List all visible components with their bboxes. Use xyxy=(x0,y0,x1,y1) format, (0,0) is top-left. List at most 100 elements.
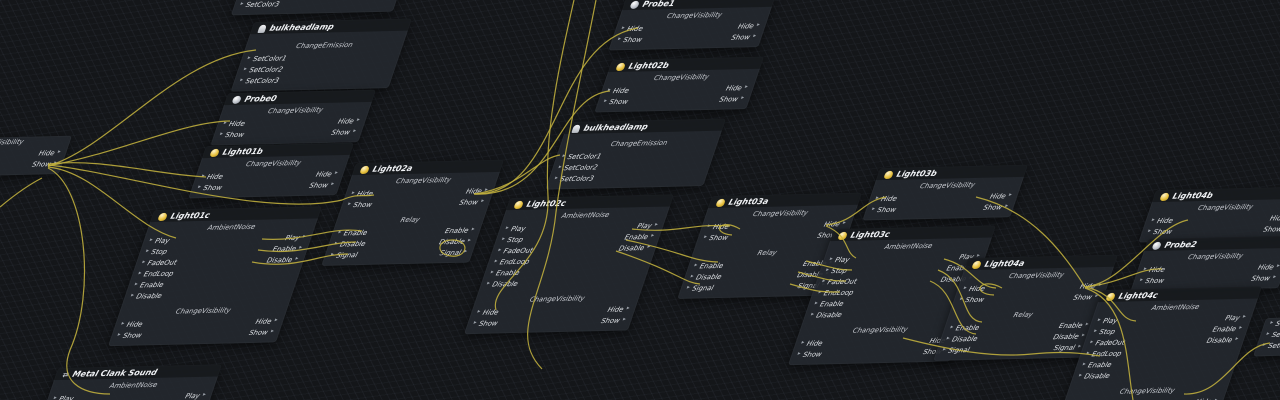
input-port-enable[interactable]: ▸ Enable xyxy=(337,228,369,237)
output-port-show[interactable]: Show▸ xyxy=(718,95,745,103)
output-port-enable[interactable]: Enable▸ xyxy=(624,232,656,241)
node-light02b[interactable]: Light02b ChangeVisibility ▸ Hide Hide ▸ ▸ Show S… xyxy=(594,56,765,113)
input-port-hide[interactable]: ▸ Hide xyxy=(200,172,224,181)
node-titlebar[interactable]: Light03c xyxy=(829,225,997,242)
output-port-show[interactable]: Show▸ xyxy=(31,160,58,168)
input-port-setcolor2[interactable]: ▸ SetColor2 xyxy=(557,163,599,172)
input-port-stop[interactable]: ▸ Stop xyxy=(501,235,524,244)
input-port-disable[interactable]: ▸ Disable xyxy=(130,291,163,300)
output-port-show[interactable]: Show▸ xyxy=(458,198,485,206)
output-port-show[interactable]: Show▸ xyxy=(730,33,757,41)
input-port-endloop[interactable]: ▸ EndLoop xyxy=(493,257,531,266)
node-titlebar[interactable]: Light01c xyxy=(149,206,323,223)
input-port-fadeout[interactable]: ▸ FadeOut xyxy=(821,277,858,286)
input-port-setcolor2[interactable]: ▸ SetColor2 xyxy=(242,65,284,74)
output-port-hide[interactable]: Hide▸ xyxy=(337,117,361,125)
input-port-signal[interactable]: ▸ Signal xyxy=(941,346,971,355)
output-port-show[interactable]: Show▸ xyxy=(1250,274,1277,282)
node-titlebar[interactable]: Light02b xyxy=(607,56,765,73)
input-port-hide[interactable]: ▸ Hide xyxy=(620,24,644,33)
node-light01c[interactable]: Light01c AmbientNoise ▸ Play Play ▸ ▸ Stop Enabl… xyxy=(107,206,323,347)
output-port-hide[interactable]: Hide▸ xyxy=(823,220,847,228)
input-port-enable[interactable]: ▸ Enable xyxy=(813,299,845,308)
node-probe1[interactable]: Probe1 ChangeVisibility ▸ Hide Hide ▸ ▸ Show Sho… xyxy=(608,0,777,51)
node-bulkheadlamp[interactable]: bulkheadlamp ChangeEmission ▸ SetColor1 ▸ Set… xyxy=(230,18,413,92)
input-port-setcolor1[interactable]: ▸ SetColor1 xyxy=(246,54,288,63)
input-port-hide[interactable]: ▸ Hide xyxy=(222,119,246,128)
input-port-hide[interactable]: ▸ Hide xyxy=(476,308,500,317)
output-port-hide[interactable]: Hide▸ xyxy=(465,187,489,195)
input-port-hide[interactable]: ▸ Hide xyxy=(874,194,898,203)
input-port-stop[interactable]: ▸ Stop xyxy=(1093,327,1116,336)
output-port-hide[interactable]: Hide▸ xyxy=(315,170,339,178)
node-titlebar[interactable]: Probe2 xyxy=(1143,235,1280,252)
node-titlebar[interactable]: Light04b xyxy=(1151,186,1280,203)
input-port-disable[interactable]: ▸ Disable xyxy=(1078,371,1111,380)
input-port-show[interactable]: ▸ Show xyxy=(116,331,143,340)
input-port-show[interactable]: ▸ Show xyxy=(347,200,373,209)
input-port-show[interactable]: ▸ Show xyxy=(871,205,897,214)
input-port-enable[interactable]: ▸ Enable xyxy=(489,268,521,277)
wire[interactable] xyxy=(0,177,43,208)
output-port-hide[interactable]: Hide▸ xyxy=(607,305,631,313)
input-port-play[interactable]: ▸ Play xyxy=(52,394,75,400)
output-port-enable[interactable]: Enable▸ xyxy=(1058,321,1090,330)
input-port-play[interactable]: ▸ Play xyxy=(1096,316,1119,325)
input-port-play[interactable]: ▸ Play xyxy=(828,255,851,264)
input-port-endloop[interactable]: ▸ EndLoop xyxy=(817,288,855,297)
input-port-signal[interactable]: ▸ Signal xyxy=(685,284,715,293)
input-port-setcolor1[interactable]: ▸ SetColor1 xyxy=(1269,319,1280,328)
node-titlebar[interactable]: Light02a xyxy=(351,159,505,176)
output-port-play[interactable]: Play ▸ xyxy=(284,233,307,241)
output-port-show[interactable]: Show▸ xyxy=(308,181,335,189)
node-probe2[interactable]: Probe2 ChangeVisibility ▸ Hide Hide ▸ ▸ Show Sho… xyxy=(1130,235,1280,292)
input-port-show[interactable]: ▸ Show xyxy=(1147,227,1173,236)
input-port-hide[interactable]: ▸ Hide xyxy=(706,222,730,231)
input-port-show[interactable]: ▸ Show xyxy=(617,35,643,44)
input-port-disable[interactable]: ▸ Disable xyxy=(810,310,843,319)
output-port-show[interactable]: Show▸ xyxy=(600,316,627,324)
output-port-signal[interactable]: Signal▸ xyxy=(439,248,468,257)
input-port-stop[interactable]: ▸ Stop xyxy=(145,247,168,256)
output-port-show[interactable]: Show▸ xyxy=(982,203,1009,211)
input-port-disable[interactable]: ▸ Disable xyxy=(333,239,367,248)
input-port-hide[interactable]: ▸ Hide xyxy=(606,86,630,95)
output-port-hide[interactable]: Hide▸ xyxy=(1079,282,1103,290)
output-port-show[interactable]: Show▸ xyxy=(330,128,357,136)
output-port-enable[interactable]: Enable▸ xyxy=(272,244,304,253)
output-port-enable[interactable]: Enable▸ xyxy=(1212,324,1244,334)
node-titlebar[interactable]: Light02c xyxy=(505,194,675,211)
output-port-hide[interactable]: Hide▸ xyxy=(737,22,761,30)
node-titlebar[interactable]: bulkheadlamp xyxy=(563,118,727,135)
output-port-disable[interactable]: Disable▸ xyxy=(266,255,300,264)
output-port-play[interactable]: Play ▸ xyxy=(184,391,207,399)
input-port-setcolor1[interactable]: ▸ SetColor1 xyxy=(561,152,603,161)
output-port-play[interactable]: Play ▸ xyxy=(1224,313,1247,321)
input-port-setcolor3[interactable]: ▸ SetColor3 xyxy=(239,0,281,9)
node-titlebar[interactable]: ⇄ Metal Clank Sound xyxy=(53,364,223,381)
input-port-hide[interactable]: ▸ Hide xyxy=(350,189,374,198)
input-port-endloop[interactable]: ▸ EndLoop xyxy=(137,269,175,278)
input-port-show[interactable]: ▸ Show xyxy=(796,350,823,359)
output-port-disable[interactable]: Disable▸ xyxy=(1052,332,1086,341)
input-port-setcolor3[interactable]: ▸ SetColor3 xyxy=(239,76,280,85)
input-port-show[interactable]: ▸ Show xyxy=(959,295,985,304)
output-port-hide[interactable]: Hide▸ xyxy=(1257,263,1280,271)
output-port-disable[interactable]: Disable▸ xyxy=(1206,335,1240,345)
input-port-enable[interactable]: ▸ Enable xyxy=(693,261,725,270)
output-port-show[interactable]: Show▸ xyxy=(1262,225,1280,233)
node-light03b[interactable]: Light03b ChangeVisibility ▸ Hide Hide ▸ ▸ Show S… xyxy=(862,164,1029,221)
input-port-disable[interactable]: ▸ Disable xyxy=(486,279,519,288)
input-port-fadeout[interactable]: ▸ FadeOut xyxy=(497,246,534,255)
node-light02a[interactable]: Light02a ChangeVisibility ▸ Hide Hide ▸ ▸ Show S… xyxy=(321,159,505,266)
output-port-disable[interactable]: Disable▸ xyxy=(438,237,472,246)
node-probe0[interactable]: Probe0 ChangeVisibility ▸ Hide Hide ▸ ▸ Show Sho… xyxy=(210,89,377,146)
input-port-setcolor3[interactable]: ▸ SetColor3 xyxy=(1261,341,1280,350)
output-port-disable[interactable]: Disable▸ xyxy=(618,243,652,253)
node-titlebar[interactable]: Light03a xyxy=(707,192,863,209)
output-port-hide[interactable]: Hide▸ xyxy=(989,192,1013,200)
output-port-enable[interactable]: Enable▸ xyxy=(444,226,476,235)
output-port-hide[interactable]: Hide▸ xyxy=(38,148,62,157)
